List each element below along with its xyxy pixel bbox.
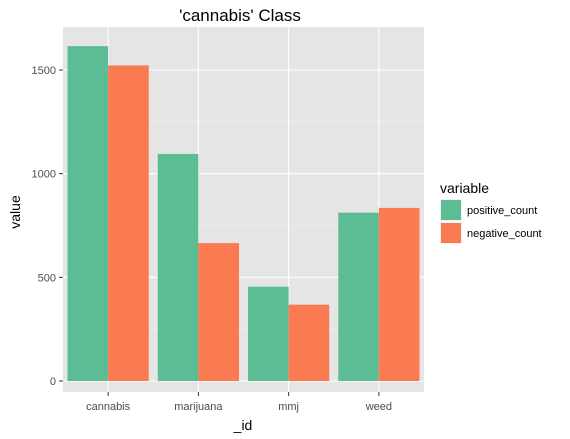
legend-label: negative_count [467, 228, 542, 240]
legend-title: variable [440, 180, 489, 196]
y-axis-ticks: 0 500 1000 1500 [32, 65, 63, 388]
x-tick-label: cannabis [86, 401, 131, 413]
bar-negative_count-mmj [288, 304, 330, 381]
bars [67, 46, 420, 382]
x-tick-label: mmj [278, 401, 299, 413]
y-tick-label: 1500 [32, 65, 56, 77]
legend-swatch-positive_count [441, 200, 461, 220]
bar-positive_count-marijuana [157, 153, 199, 381]
y-tick-label: 0 [50, 376, 56, 388]
bar-positive_count-weed [338, 212, 379, 381]
bar-positive_count-mmj [248, 286, 289, 381]
legend: variable positive_count negative_count [440, 180, 542, 244]
bar-negative_count-weed [378, 207, 420, 381]
x-axis-title: _id [233, 417, 253, 433]
x-axis-ticks: cannabis marijuana mmj weed [86, 392, 392, 413]
y-tick-label: 500 [38, 272, 56, 284]
bar-negative_count-marijuana [198, 243, 239, 381]
legend-items: positive_count negative_count [440, 199, 542, 244]
chart-title: 'cannabis' Class [179, 6, 301, 25]
bar-negative_count-cannabis [108, 65, 149, 382]
x-tick-label: weed [365, 401, 392, 413]
legend-swatch-negative_count [441, 223, 461, 243]
y-axis-title: value [7, 195, 23, 229]
y-tick-label: 1000 [32, 169, 56, 181]
legend-label: positive_count [467, 205, 537, 217]
x-tick-label: marijuana [174, 401, 223, 413]
bar-positive_count-cannabis [67, 46, 109, 381]
